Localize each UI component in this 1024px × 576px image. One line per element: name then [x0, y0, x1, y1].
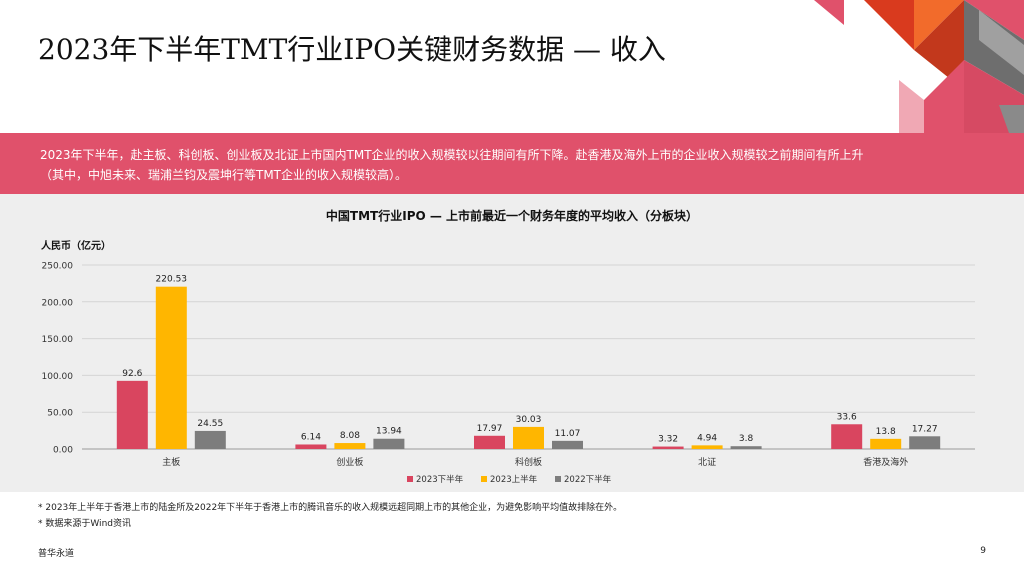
bar — [513, 426, 544, 449]
brand-name: 普华永道 — [38, 549, 75, 559]
chart-title: 中国TMT行业IPO — 上市前最近一个财务年度的平均收入（分板块） — [325, 209, 699, 223]
bar — [552, 440, 583, 449]
y-tick-label: 50.00 — [47, 409, 73, 419]
y-tick-label: 200.00 — [42, 298, 74, 308]
x-tick-label: 主板 — [162, 456, 180, 468]
summary-banner: 2023年下半年，赴主板、科创板、创业板及北证上市国内TMT企业的收入规模较以往… — [0, 133, 1024, 194]
bar — [909, 436, 941, 449]
bar — [730, 446, 762, 449]
bar — [870, 438, 902, 449]
x-tick-label: 北证 — [698, 457, 716, 468]
bar — [194, 430, 226, 449]
bar — [295, 444, 327, 449]
legend-swatch — [555, 476, 561, 482]
bar — [474, 435, 505, 449]
page-number: 9 — [980, 546, 986, 556]
data-label: 33.6 — [837, 412, 857, 422]
bar — [691, 445, 723, 449]
x-tick-label: 创业板 — [336, 456, 363, 468]
data-label: 3.8 — [739, 434, 754, 444]
banner-line-1: 2023年下半年，赴主板、科创板、创业板及北证上市国内TMT企业的收入规模较以往… — [40, 148, 864, 162]
bar — [831, 424, 863, 449]
y-tick-label: 100.00 — [42, 372, 74, 382]
banner-line-2: （其中，中旭未来、瑞浦兰钧及震坤行等TMT企业的收入规模较高）。 — [40, 168, 408, 182]
legend-label: 2022下半年 — [564, 474, 612, 485]
bar — [373, 438, 405, 449]
bar — [334, 443, 366, 449]
legend-swatch — [407, 476, 413, 482]
data-label: 17.97 — [477, 424, 503, 434]
data-label: 92.6 — [122, 369, 142, 379]
legend-swatch — [481, 476, 487, 482]
y-tick-label: 150.00 — [42, 335, 74, 345]
y-tick-label: 250.00 — [42, 262, 74, 272]
data-label: 6.14 — [301, 432, 321, 442]
data-label: 24.55 — [197, 419, 223, 429]
legend-label: 2023上半年 — [490, 474, 538, 485]
corner-decoration — [814, 0, 1024, 133]
footnote-1: * 2023年上半年于香港上市的陆金所及2022年下半年于香港上市的腾讯音乐的收… — [38, 503, 623, 513]
data-label: 30.03 — [516, 415, 542, 425]
data-label: 220.53 — [156, 275, 188, 285]
y-axis-label: 人民币（亿元） — [41, 241, 111, 252]
page-title: 2023年下半年TMT行业IPO关键财务数据 — 收入 — [38, 33, 666, 66]
data-label: 3.32 — [658, 435, 678, 445]
bar — [116, 380, 148, 449]
data-label: 13.94 — [376, 427, 402, 437]
x-tick-label: 香港及海外 — [863, 456, 908, 468]
bar — [155, 286, 187, 449]
y-tick-label: 0.00 — [53, 446, 73, 456]
bar-chart: 0.00 50.00 100.00 150.00 200.00 250.00 92.6 220… — [42, 262, 975, 485]
footnote-2: * 数据来源于Wind资讯 — [38, 519, 131, 529]
data-label: 13.8 — [876, 427, 896, 437]
data-label: 11.07 — [555, 429, 581, 439]
data-label: 8.08 — [340, 431, 360, 441]
bar — [652, 446, 684, 449]
data-label: 17.27 — [912, 424, 938, 434]
x-tick-label: 科创板 — [515, 456, 542, 468]
data-label: 4.94 — [697, 433, 717, 443]
legend-label: 2023下半年 — [416, 474, 464, 485]
